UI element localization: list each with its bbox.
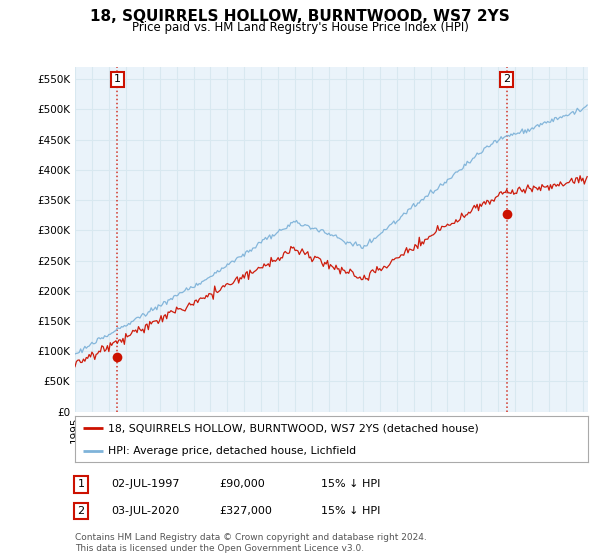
Text: £90,000: £90,000 [219, 479, 265, 489]
Text: HPI: Average price, detached house, Lichfield: HPI: Average price, detached house, Lich… [109, 446, 356, 455]
Text: 15% ↓ HPI: 15% ↓ HPI [321, 479, 380, 489]
Text: 02-JUL-1997: 02-JUL-1997 [111, 479, 179, 489]
Text: Contains HM Land Registry data © Crown copyright and database right 2024.
This d: Contains HM Land Registry data © Crown c… [75, 533, 427, 553]
Text: 1: 1 [77, 479, 85, 489]
Text: 1: 1 [114, 74, 121, 85]
Text: Price paid vs. HM Land Registry's House Price Index (HPI): Price paid vs. HM Land Registry's House … [131, 21, 469, 34]
Text: 15% ↓ HPI: 15% ↓ HPI [321, 506, 380, 516]
Text: 18, SQUIRRELS HOLLOW, BURNTWOOD, WS7 2YS: 18, SQUIRRELS HOLLOW, BURNTWOOD, WS7 2YS [90, 9, 510, 24]
Text: 2: 2 [503, 74, 510, 85]
Text: 03-JUL-2020: 03-JUL-2020 [111, 506, 179, 516]
Text: 2: 2 [77, 506, 85, 516]
Text: £327,000: £327,000 [219, 506, 272, 516]
Text: 18, SQUIRRELS HOLLOW, BURNTWOOD, WS7 2YS (detached house): 18, SQUIRRELS HOLLOW, BURNTWOOD, WS7 2YS… [109, 423, 479, 433]
